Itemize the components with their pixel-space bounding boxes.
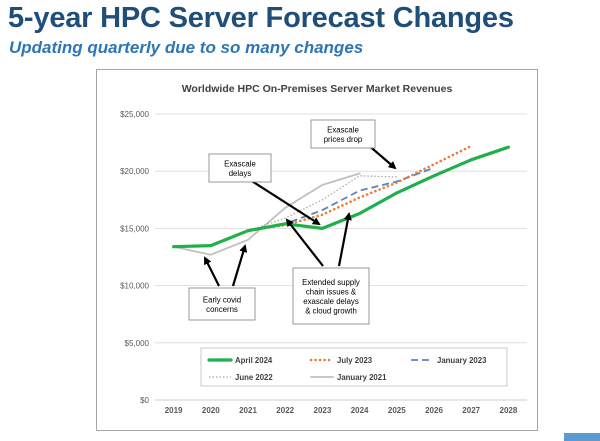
y-tick-label: $15,000 xyxy=(120,224,149,233)
annotation-text-early-covid: Early covid concerns xyxy=(203,295,241,314)
x-tick-label: 2019 xyxy=(165,406,183,415)
annotation-arrow xyxy=(285,218,324,267)
slide-subtitle: Updating quarterly due to so many change… xyxy=(9,38,364,57)
annotation-box-exascale-prices-drop xyxy=(310,119,376,149)
annotation-text-exascale-delays: Exascale delays xyxy=(224,159,256,178)
legend-label-january-2023: January 2023 xyxy=(437,356,487,365)
x-tick-label: 2027 xyxy=(462,406,480,415)
x-tick-label: 2022 xyxy=(276,406,294,415)
series-line-january-2023 xyxy=(173,166,435,248)
annotation-text-supply-chain: Extended supply chain issues & exascale de… xyxy=(302,278,360,316)
series-line-june-2022 xyxy=(173,175,397,248)
x-tick-label: 2023 xyxy=(314,406,332,415)
chart-frame: Worldwide HPC On-Premises Server Market … xyxy=(96,69,538,431)
series-line-april-2024 xyxy=(171,145,510,249)
corner-accent-bar xyxy=(564,433,600,441)
y-tick-label: $10,000 xyxy=(120,282,149,291)
annotation-arrow xyxy=(204,256,220,287)
annotation-box-early-covid xyxy=(188,287,256,321)
annotation-arrow xyxy=(337,212,352,267)
y-tick-label: $0 xyxy=(140,396,149,405)
x-tick-label: 2021 xyxy=(239,406,257,415)
forecast-line-chart: Worldwide HPC On-Premises Server Market … xyxy=(120,83,527,415)
x-tick-label: 2028 xyxy=(500,406,518,415)
slide-title: 5-year HPC Server Forecast Changes xyxy=(8,2,514,34)
x-tick-label: 2026 xyxy=(425,406,443,415)
annotation-box-supply-chain xyxy=(292,267,370,325)
legend: April 2024 July 2023 January 2023 June 2022… xyxy=(200,347,508,387)
y-axis-ticks: $0 $5,000 $10,000 $15,000 $20,000 $25,000 xyxy=(120,110,149,405)
legend-label-june-2022: June 2022 xyxy=(235,373,273,382)
legend-label-january-2021: January 2021 xyxy=(337,373,387,382)
x-axis-ticks: 2019 2020 2021 2022 2023 2024 2025 2026 2027 2028 xyxy=(165,406,518,415)
y-tick-label: $20,000 xyxy=(120,167,149,176)
series-line-january-2021 xyxy=(172,172,361,256)
y-tick-label: $25,000 xyxy=(120,110,149,119)
legend-box xyxy=(200,347,508,387)
annotation-arrow xyxy=(231,244,248,287)
chart-title: Worldwide HPC On-Premises Server Market … xyxy=(182,83,453,95)
legend-label-april-2024: April 2024 xyxy=(235,356,273,365)
annotation-arrow xyxy=(246,177,321,226)
legend-label-july-2023: July 2023 xyxy=(337,356,373,365)
annotation-text-exascale-prices-drop: Exascale prices drop xyxy=(324,125,363,144)
annotation-box-exascale-delays xyxy=(208,153,272,183)
x-tick-label: 2024 xyxy=(351,406,369,415)
y-tick-label: $5,000 xyxy=(125,339,150,348)
x-tick-label: 2020 xyxy=(202,406,220,415)
series-lines xyxy=(171,144,510,256)
annotations: Exascale prices drop Exascale delays Early c… xyxy=(188,119,397,325)
x-tick-label: 2025 xyxy=(388,406,406,415)
